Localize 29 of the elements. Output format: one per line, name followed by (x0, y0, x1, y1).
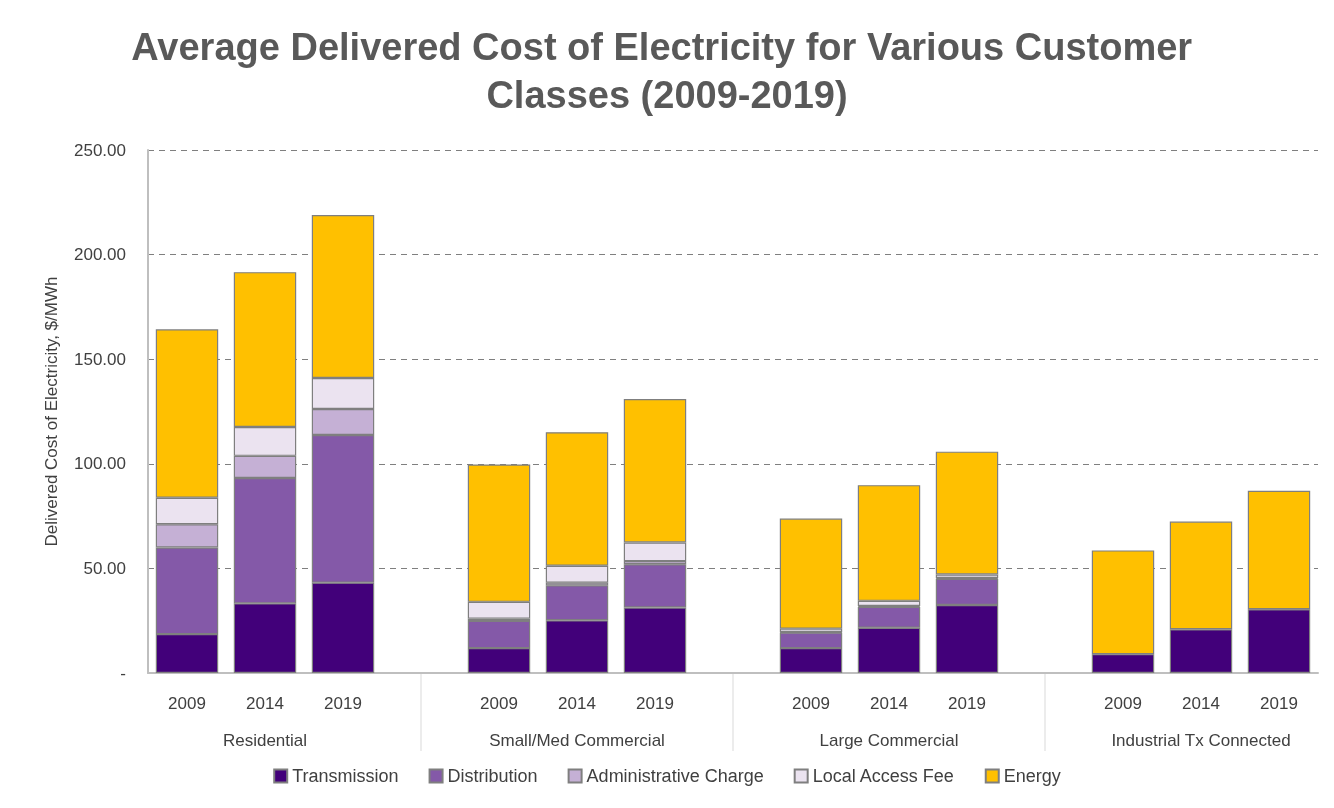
x-tick-label: 2014 (870, 694, 908, 713)
x-tick-label: 2019 (948, 694, 986, 713)
y-tick-label: 50.00 (83, 558, 126, 578)
text: Large Commercial (819, 730, 959, 750)
legend-label: Distribution (447, 766, 538, 786)
text: Small/Med Commercial (489, 730, 665, 750)
y-axis-title: Delivered Cost of Electricity, $/MWh (42, 276, 61, 547)
x-tick-label: 2019 (1260, 694, 1298, 713)
legend-label: Administrative Charge (586, 766, 764, 786)
y-tick-label: 100.00 (74, 454, 126, 474)
x-tick-label: 2019 (636, 694, 674, 713)
x-tick-label: 2014 (558, 694, 596, 713)
x-tick-label: 2009 (792, 694, 830, 713)
x-tick-label: 2014 (1182, 694, 1220, 713)
y-tick-label: - (120, 663, 126, 683)
legend-label: Transmission (292, 766, 399, 786)
legend-label: Energy (1003, 766, 1061, 786)
text: Residential (222, 730, 308, 750)
x-tick-label: 2014 (246, 694, 284, 713)
y-tick-label: 250.00 (74, 140, 126, 160)
x-tick-label: 2009 (480, 694, 518, 713)
x-tick-label: 2009 (168, 694, 206, 713)
x-tick-label: 2009 (1104, 694, 1142, 713)
chart-title: Average Delivered Cost of Electricity for Various Customer Classes (2009-2019) (131, 26, 1203, 116)
legend-label: Local Access Fee (812, 766, 954, 786)
text: Industrial Tx Connected (1111, 730, 1291, 750)
y-tick-label: 150.00 (74, 349, 126, 369)
x-tick-label: 2019 (324, 694, 362, 713)
y-tick-label: 200.00 (74, 245, 126, 265)
